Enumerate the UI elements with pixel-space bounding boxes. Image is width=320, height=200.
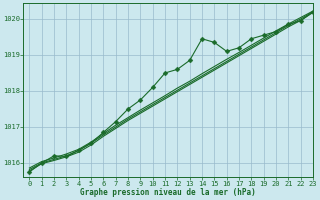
X-axis label: Graphe pression niveau de la mer (hPa): Graphe pression niveau de la mer (hPa) <box>80 188 256 197</box>
